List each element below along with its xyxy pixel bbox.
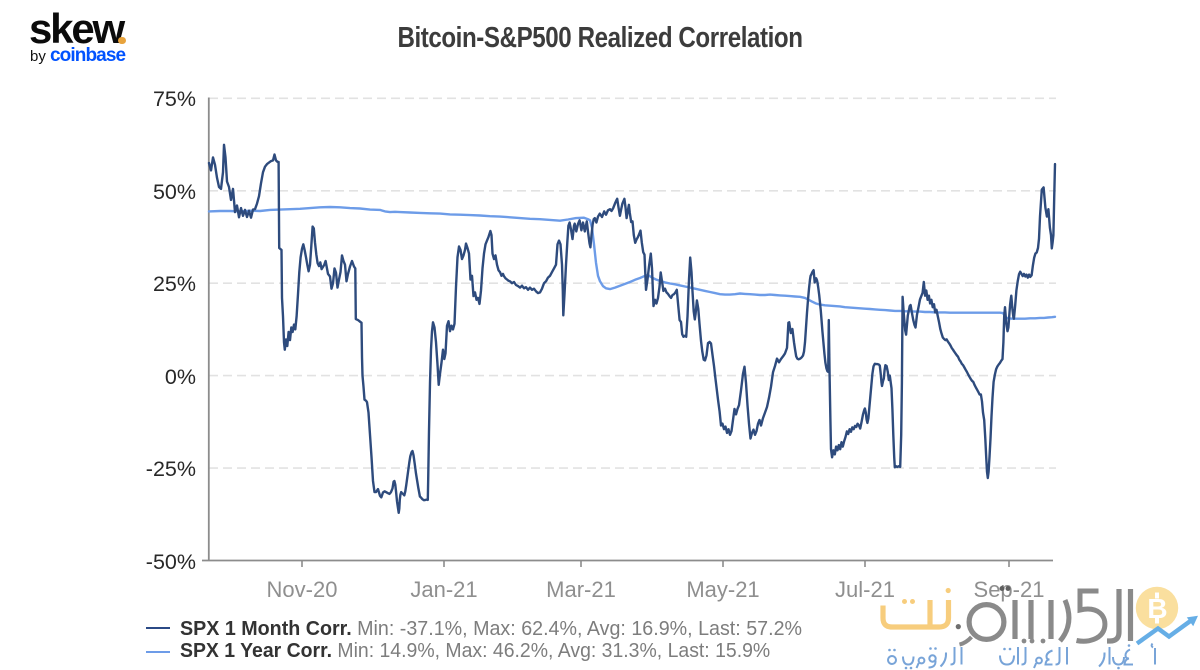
svg-text:B: B bbox=[1147, 593, 1167, 624]
